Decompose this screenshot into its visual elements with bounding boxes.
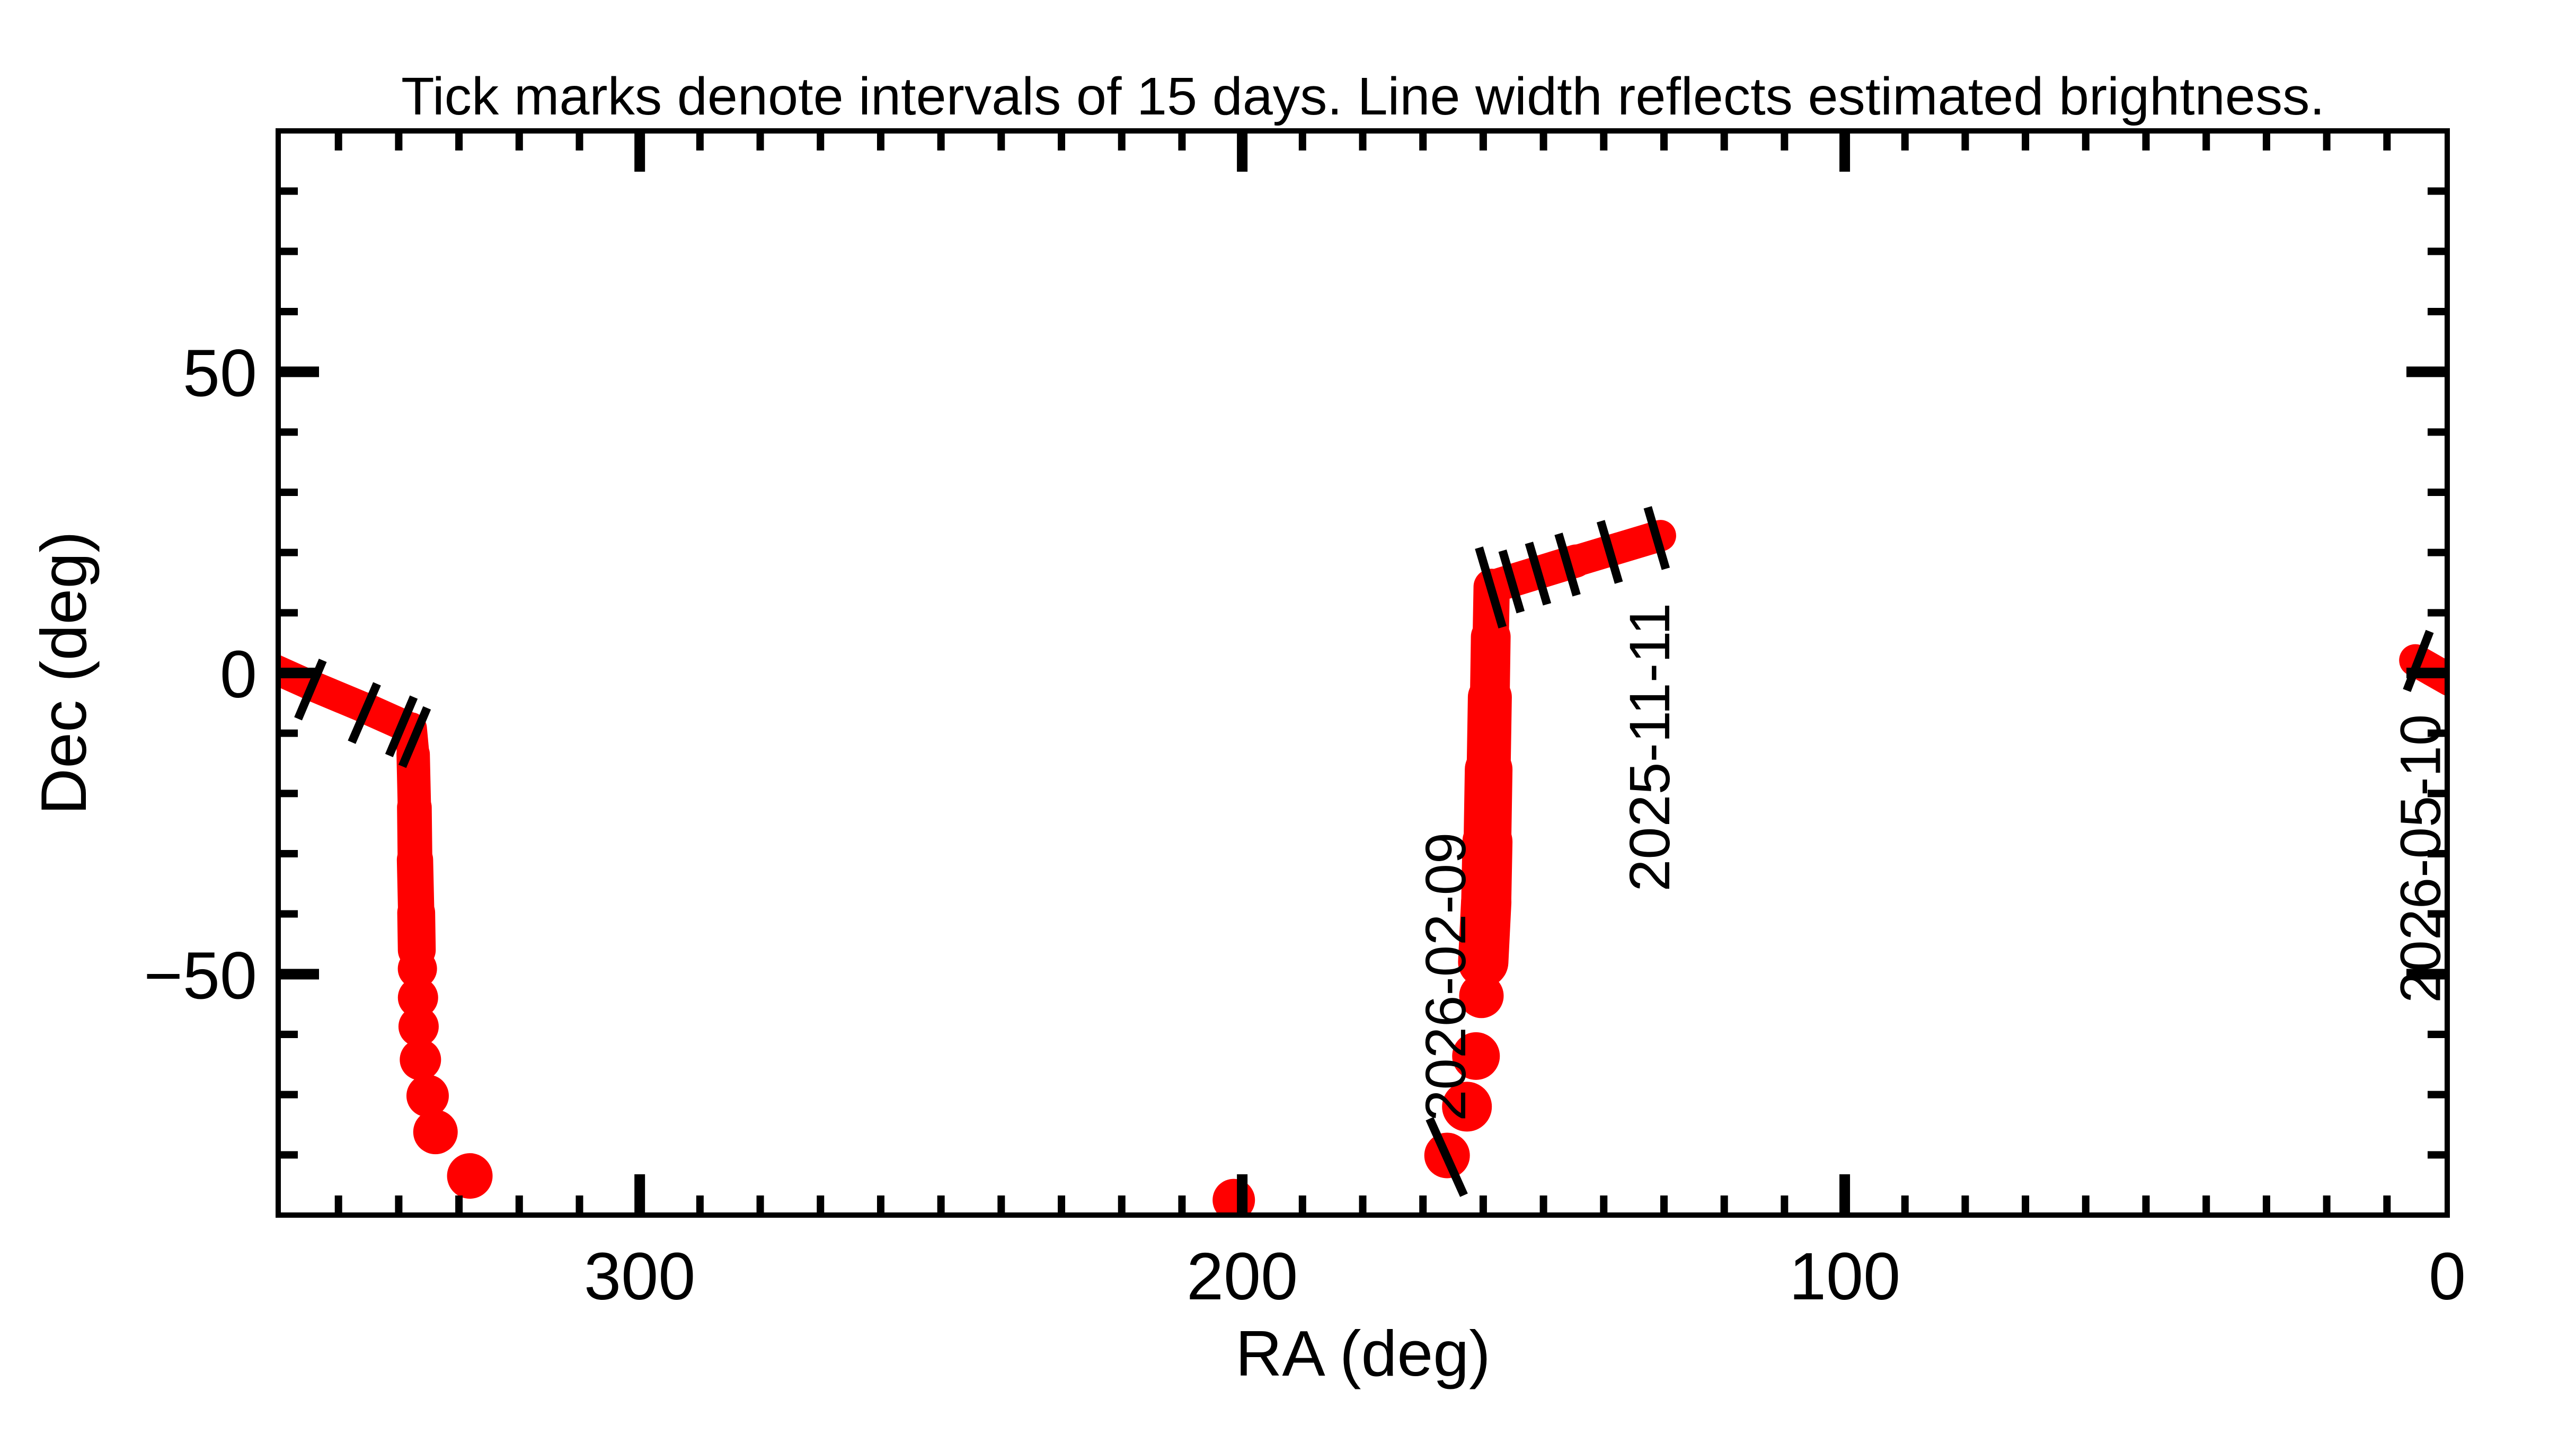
y-tick-label: 50 <box>183 336 257 411</box>
y-axis-label: Dec (deg) <box>28 531 100 815</box>
date-annotation-layer: 2025-11-11 2026-02-09 2026-05-10 <box>1413 603 2453 1121</box>
track-point-south-plunge-dots <box>397 977 438 1018</box>
x-tick-label: 100 <box>1789 1239 1900 1314</box>
chart-title: Tick marks denote intervals of 15 days. … <box>401 67 2325 126</box>
time-tick-mark-tick-c5 <box>1596 520 1623 584</box>
y-tick-label: −50 <box>144 938 257 1013</box>
date-label: 2026-02-09 <box>1413 832 1477 1121</box>
date-label: 2025-11-11 <box>1617 603 1681 892</box>
time-tick-mark-tick-c3 <box>1525 542 1552 606</box>
track-point-perihelion-approach-dots <box>1452 1032 1500 1080</box>
tick-label-layer: 300 200 100 0 50 0 −50 <box>144 336 2466 1314</box>
track-point-south-plunge-dots <box>413 1110 458 1155</box>
comet-track-layer <box>278 520 2447 1215</box>
axes-layer <box>276 128 2450 1218</box>
track-point-south-plunge-dots <box>406 1074 449 1117</box>
track-point-south-plunge-dots <box>400 1039 441 1080</box>
y-tick-label: 0 <box>220 637 257 712</box>
time-tick-mark-tick-a4 <box>398 706 431 768</box>
date-label: 2026-05-10 <box>2388 714 2452 1003</box>
x-tick-label: 200 <box>1187 1239 1298 1314</box>
time-tick-mark-tick-c1 <box>1475 546 1507 628</box>
track-point-south-plunge-dots <box>398 1006 439 1047</box>
time-tick-mark-tick-c4 <box>1554 533 1581 597</box>
track-point-perihelion-approach-dots <box>1442 1082 1492 1132</box>
time-tick-mark-tick-c2 <box>1498 549 1525 614</box>
x-axis-label: RA (deg) <box>1235 1317 1490 1389</box>
track-point-south-plunge-dots <box>397 949 437 989</box>
time-tick-mark-tick-a3 <box>385 695 418 757</box>
time-tick-mark-tick-may <box>2403 630 2434 692</box>
time-tick-mark-tick-feb <box>1426 1117 1468 1197</box>
time-tick-mark-tick-a2 <box>348 682 381 744</box>
track-point-south-plunge-dots <box>447 1153 493 1199</box>
time-tick-mark-tick-c6 <box>1643 506 1670 570</box>
track-segment-north-arc-after-wrap <box>397 893 436 969</box>
x-tick-label: 0 <box>2429 1239 2466 1314</box>
time-tick-layer <box>294 506 2434 1197</box>
time-tick-mark-tick-a1 <box>294 659 327 721</box>
track-segment-november-arc <box>1560 520 1676 577</box>
x-tick-label: 300 <box>584 1239 695 1314</box>
